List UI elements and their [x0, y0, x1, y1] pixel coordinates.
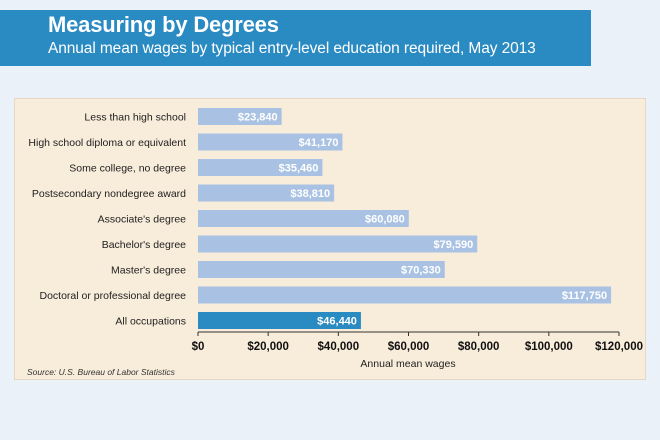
chart-title: Measuring by Degrees: [48, 12, 279, 37]
bar: [198, 159, 323, 176]
bar: [198, 261, 445, 278]
category-label: Bachelor's degree: [102, 239, 186, 251]
category-label: Postsecondary nondegree award: [32, 188, 186, 200]
category-label: All occupations: [115, 316, 186, 328]
source-note: Source: U.S. Bureau of Labor Statistics: [27, 367, 176, 377]
bar-value-label: $79,590: [433, 239, 473, 251]
chart-subtitle: Annual mean wages by typical entry-level…: [48, 40, 536, 57]
x-axis: $0 $20,000 $40,000 $60,000 $80,000 $100,000 $1…: [192, 331, 643, 353]
bar-chart: $23,840 $41,170 $35,460 $38,810 $60,080 $79,5…: [27, 108, 643, 377]
x-tick-label: $40,000: [318, 341, 360, 353]
bar-value-label: $70,330: [401, 265, 441, 277]
bar-value-label: $60,080: [365, 214, 405, 226]
chart-panel: $23,840 $41,170 $35,460 $38,810 $60,080 $79,5…: [14, 98, 646, 380]
category-label: Associate's degree: [98, 214, 187, 226]
bar-value-label: $117,750: [562, 290, 607, 302]
bar-value-label: $46,440: [317, 316, 357, 328]
bar: [198, 210, 409, 227]
x-tick-label: $0: [192, 341, 205, 353]
bar: [198, 108, 282, 125]
x-tick-label: $100,000: [525, 341, 573, 353]
x-tick-label: $20,000: [247, 341, 289, 353]
bar: [198, 184, 335, 202]
bar: [198, 133, 343, 151]
bar: [198, 286, 612, 304]
category-label: Master's degree: [111, 265, 186, 277]
category-label: Doctoral or professional degree: [40, 290, 187, 302]
bar: [198, 312, 361, 329]
category-label: Less than high school: [84, 112, 186, 124]
title-banner: Measuring by Degrees Annual mean wages b…: [0, 10, 591, 66]
x-tick-label: $80,000: [458, 341, 500, 353]
bar-value-label: $35,460: [279, 163, 319, 175]
category-labels: Less than high school High school diploma…: [28, 112, 186, 328]
bars-layer: $23,840 $41,170 $35,460 $38,810 $60,080 $79,5…: [198, 108, 612, 329]
bar-value-label: $38,810: [290, 188, 330, 200]
bar-value-label: $41,170: [299, 137, 339, 149]
category-label: Some college, no degree: [69, 163, 186, 175]
category-label: High school diploma or equivalent: [28, 137, 186, 149]
x-tick-label: $120,000: [595, 341, 643, 353]
bar: [198, 235, 478, 253]
x-tick-label: $60,000: [388, 341, 430, 353]
bar-value-label: $23,840: [238, 112, 278, 124]
x-axis-title: Annual mean wages: [360, 358, 455, 370]
